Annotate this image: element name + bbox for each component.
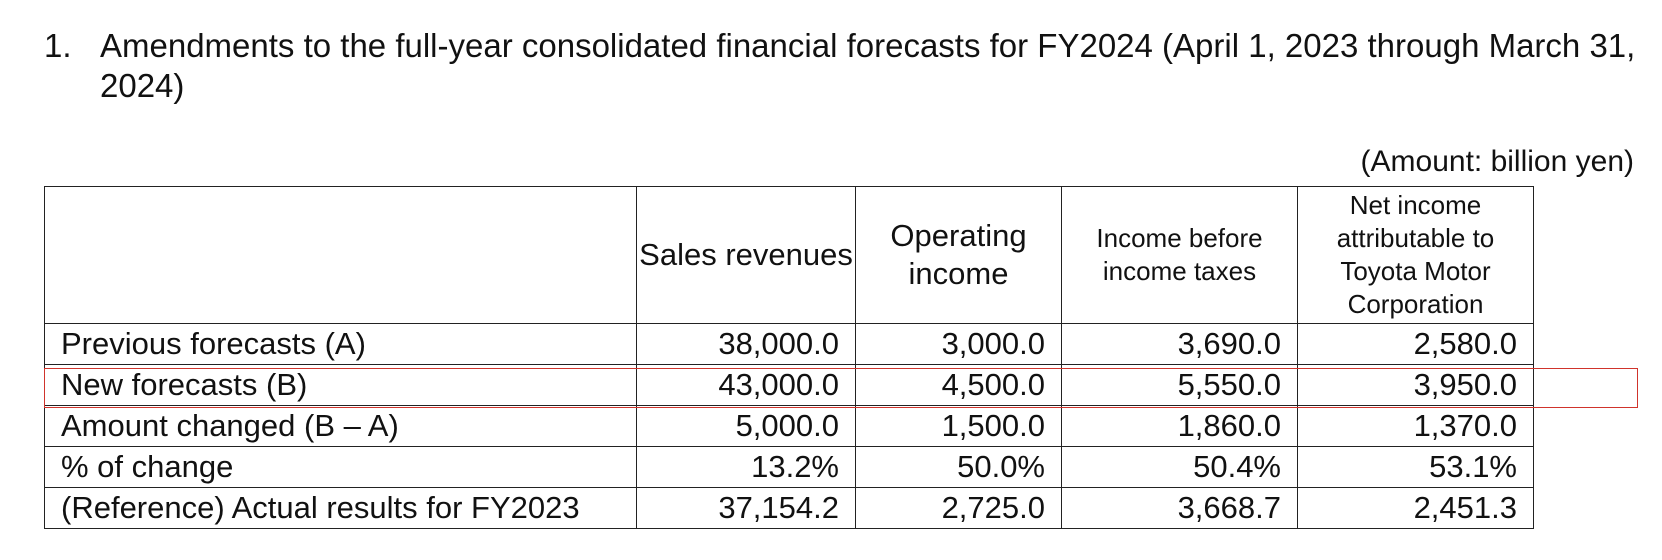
cell-net-income: 1,370.0 <box>1297 405 1534 447</box>
header-cell-empty <box>44 186 637 324</box>
cell-income-before-taxes: 1,860.0 <box>1061 405 1298 447</box>
cell-net-income: 2,580.0 <box>1297 323 1534 365</box>
cell-sales-revenues: 38,000.0 <box>636 323 856 365</box>
cell-net-income: 53.1% <box>1297 446 1534 488</box>
cell-operating-income: 1,500.0 <box>855 405 1062 447</box>
cell-operating-income: 50.0% <box>855 446 1062 488</box>
row-label: Previous forecasts (A) <box>44 323 637 365</box>
cell-income-before-taxes: 3,690.0 <box>1061 323 1298 365</box>
row-label: (Reference) Actual results for FY2023 <box>44 487 637 529</box>
cell-operating-income: 4,500.0 <box>855 364 1062 406</box>
cell-operating-income: 3,000.0 <box>855 323 1062 365</box>
forecast-table: Sales revenues Operating income Income b… <box>44 186 1534 529</box>
header-operating-income: Operating income <box>855 186 1062 324</box>
header-sales-revenues: Sales revenues <box>636 186 856 324</box>
section-number: 1. <box>44 27 72 64</box>
cell-sales-revenues: 13.2% <box>636 446 856 488</box>
cell-net-income: 3,950.0 <box>1297 364 1534 406</box>
row-label: New forecasts (B) <box>44 364 637 406</box>
cell-sales-revenues: 5,000.0 <box>636 405 856 447</box>
table-row: (Reference) Actual results for FY2023 37… <box>44 487 1534 529</box>
cell-income-before-taxes: 3,668.7 <box>1061 487 1298 529</box>
header-income-before-taxes: Income before income taxes <box>1061 186 1298 324</box>
table-row: % of change 13.2% 50.0% 50.4% 53.1% <box>44 446 1534 488</box>
table-row: Amount changed (B – A) 5,000.0 1,500.0 1… <box>44 405 1534 447</box>
table-row: New forecasts (B) 43,000.0 4,500.0 5,550… <box>44 364 1534 406</box>
cell-sales-revenues: 37,154.2 <box>636 487 856 529</box>
header-net-income: Net income attributable to Toyota Motor … <box>1297 186 1534 324</box>
cell-income-before-taxes: 50.4% <box>1061 446 1298 488</box>
cell-income-before-taxes: 5,550.0 <box>1061 364 1298 406</box>
cell-operating-income: 2,725.0 <box>855 487 1062 529</box>
section-title: Amendments to the full-year consolidated… <box>100 27 1636 104</box>
cell-sales-revenues: 43,000.0 <box>636 364 856 406</box>
unit-note: (Amount: billion yen) <box>1360 145 1634 178</box>
table-row: Previous forecasts (A) 38,000.0 3,000.0 … <box>44 323 1534 365</box>
row-label: % of change <box>44 446 637 488</box>
table-header-row: Sales revenues Operating income Income b… <box>44 186 1534 324</box>
cell-net-income: 2,451.3 <box>1297 487 1534 529</box>
row-label: Amount changed (B – A) <box>44 405 637 447</box>
